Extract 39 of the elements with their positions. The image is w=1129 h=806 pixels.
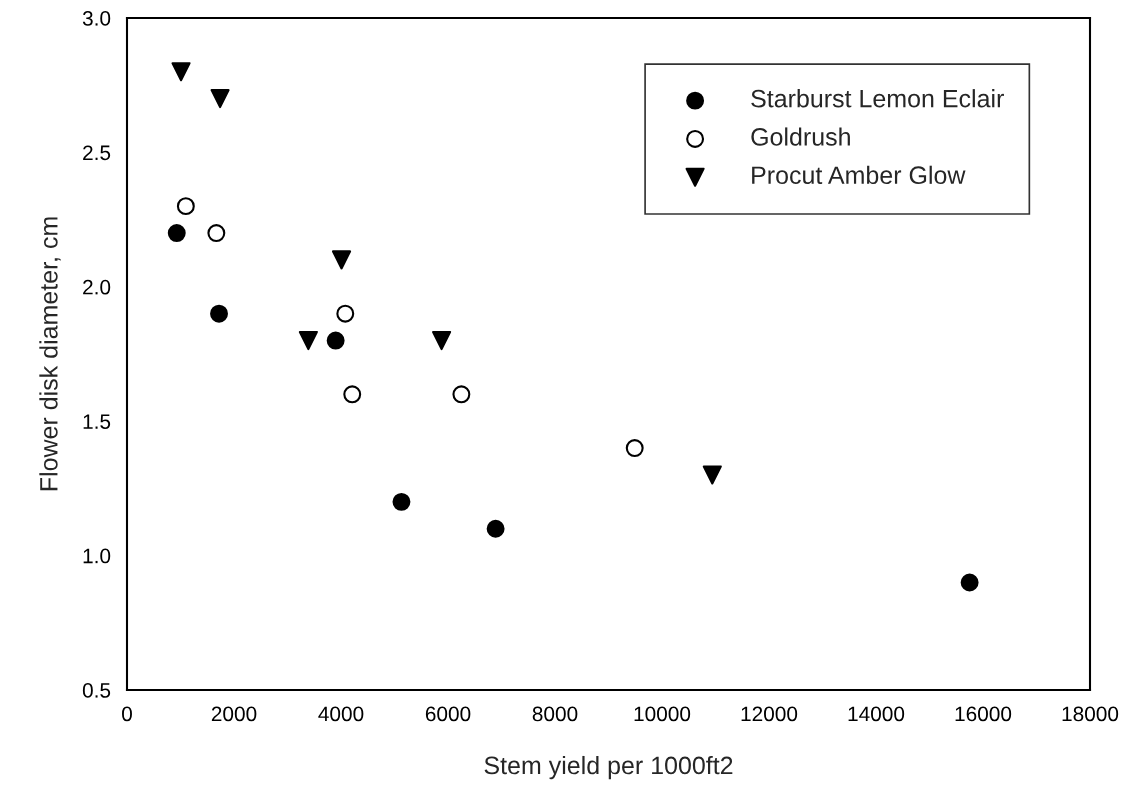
y-tick-label: 2.5	[83, 145, 111, 161]
x-tick-label: 18000	[1062, 706, 1119, 722]
point	[167, 224, 186, 242]
point	[298, 331, 318, 351]
point	[171, 62, 191, 82]
y-tick-label: 3.0	[82, 11, 111, 26]
point	[432, 331, 452, 351]
legend-label: Procut Amber Glow	[752, 165, 966, 185]
x-tick-label: 6000	[425, 706, 471, 722]
point	[702, 465, 722, 485]
x-axis-title: Stem yield per 1000ft2	[484, 755, 733, 780]
point	[207, 224, 226, 242]
x-tick-label: 0	[122, 706, 132, 722]
legend-label: Starburst Lemon Eclair	[751, 89, 1004, 108]
x-tick-label: 8000	[532, 706, 578, 722]
legend-label: Goldrush	[751, 127, 850, 146]
point	[176, 197, 195, 216]
x-tick-label: 16000	[955, 706, 1012, 722]
point	[336, 304, 355, 323]
point	[486, 519, 505, 538]
y-tick-label: 1.5	[83, 414, 111, 429]
x-tick-label: 12000	[741, 706, 798, 722]
point	[210, 304, 228, 323]
y-axis-title: Flower disk diameter, cm	[39, 217, 61, 491]
point	[392, 492, 411, 511]
x-tick-label: 2000	[211, 706, 257, 722]
y-tick-label: 0.5	[82, 683, 111, 698]
x-tick-label: 10000	[634, 706, 691, 722]
point	[625, 439, 644, 458]
point	[326, 331, 345, 350]
point	[452, 385, 471, 404]
y-tick-label: 1.0	[83, 548, 111, 564]
x-tick-label: 4000	[318, 706, 364, 722]
y-tick-label: 2.0	[83, 279, 111, 295]
point	[210, 89, 230, 109]
x-tick-label: 14000	[848, 706, 905, 722]
point	[343, 385, 362, 404]
point	[960, 573, 979, 592]
point	[331, 250, 352, 270]
